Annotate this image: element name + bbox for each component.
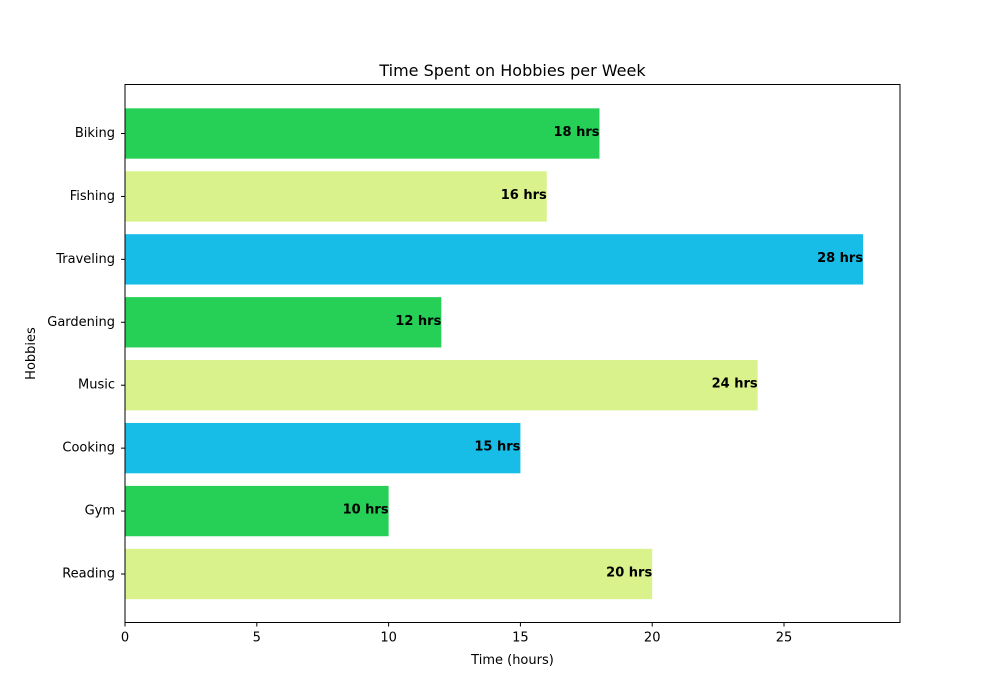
y-tick-label-traveling: Traveling	[55, 252, 115, 267]
data-label-fishing: 16 hrs	[501, 188, 547, 203]
bar-gym	[125, 485, 389, 537]
y-tick-label-cooking: Cooking	[62, 441, 115, 456]
data-label-cooking: 15 hrs	[474, 440, 520, 455]
x-tick-label: 15	[512, 631, 529, 646]
y-tick-label-fishing: Fishing	[70, 189, 115, 204]
y-axis-ticks: Reading Gym Cooking Music Gardening Traveling…	[47, 126, 125, 582]
bar-biking	[125, 108, 600, 159]
bar-fishing	[125, 171, 547, 222]
x-tick-label: 0	[121, 631, 129, 646]
y-tick-label-gardening: Gardening	[47, 315, 115, 330]
bar-reading	[125, 548, 653, 600]
x-tick-label: 25	[776, 631, 793, 646]
bars-group	[125, 108, 864, 600]
bar-gardening	[125, 297, 442, 348]
data-label-biking: 18 hrs	[553, 125, 599, 140]
y-axis-label: Hobbies	[24, 327, 39, 380]
data-label-reading: 20 hrs	[606, 566, 652, 581]
bar-traveling	[125, 234, 864, 285]
x-axis-ticks: 0 5 10 15 20 25	[121, 622, 793, 646]
x-tick-label: 10	[380, 631, 397, 646]
y-tick-label-biking: Biking	[75, 126, 115, 141]
data-label-music: 24 hrs	[712, 377, 758, 392]
y-tick-label-gym: Gym	[85, 504, 115, 519]
data-label-gardening: 12 hrs	[395, 314, 441, 329]
plot-area-frame	[124, 84, 901, 623]
x-tick-label: 20	[644, 631, 661, 646]
data-label-traveling: 28 hrs	[817, 251, 863, 266]
bar-cooking	[125, 422, 521, 474]
data-labels-group: 20 hrs 10 hrs 15 hrs 24 hrs 12 hrs 28 hrs 16 h…	[343, 125, 864, 581]
chart-title: Time Spent on Hobbies per Week	[378, 61, 646, 80]
bar-music	[125, 360, 758, 411]
data-label-gym: 10 hrs	[343, 503, 389, 518]
x-tick-label: 5	[253, 631, 261, 646]
y-tick-label-reading: Reading	[62, 567, 115, 582]
x-axis-label: Time (hours)	[470, 653, 554, 668]
y-tick-label-music: Music	[78, 378, 115, 393]
